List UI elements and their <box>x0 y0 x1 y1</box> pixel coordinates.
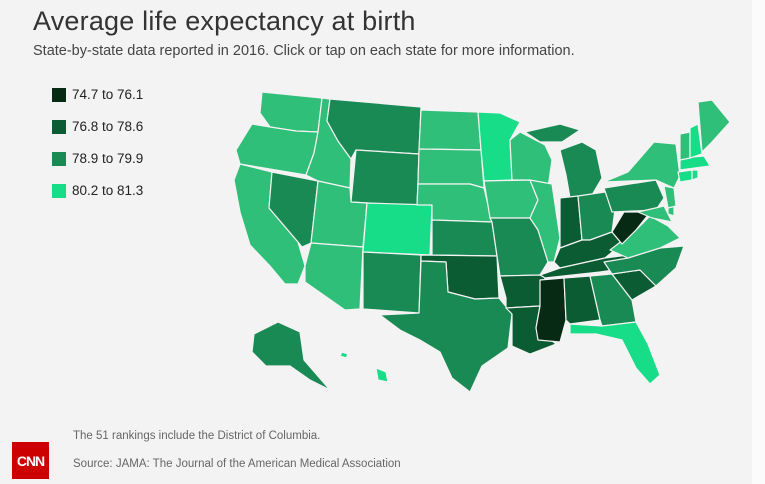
state-arkansas[interactable] <box>499 274 546 309</box>
state-wisconsin[interactable] <box>509 131 553 189</box>
state-new-jersey[interactable] <box>663 185 677 209</box>
state-florida[interactable] <box>569 321 661 385</box>
footnote: The 51 rankings include the District of … <box>73 430 321 442</box>
state-washington[interactable] <box>259 91 323 133</box>
legend: 74.7 to 76.1 76.8 to 78.6 78.9 to 79.9 8… <box>52 86 143 214</box>
state-connecticut[interactable] <box>677 169 693 183</box>
source-text: Source: JAMA: The Journal of the America… <box>73 458 401 470</box>
legend-swatch <box>52 151 66 166</box>
state-michigan-upper[interactable] <box>524 123 581 143</box>
state-vermont[interactable] <box>679 131 691 161</box>
state-texas[interactable] <box>379 260 513 393</box>
cnn-logo: CNN <box>12 442 49 479</box>
state-new-mexico[interactable] <box>362 251 422 314</box>
page-title: Average life expectancy at birth <box>33 6 416 36</box>
page-subtitle: State-by-state data reported in 2016. Cl… <box>33 43 575 59</box>
state-michigan[interactable] <box>559 141 603 199</box>
state-maine[interactable] <box>697 99 731 153</box>
right-frame <box>752 0 765 484</box>
legend-label: 74.7 to 76.1 <box>72 87 144 102</box>
legend-label: 76.8 to 78.6 <box>72 119 144 134</box>
state-alaska[interactable] <box>251 321 331 391</box>
state-arizona[interactable] <box>304 242 364 311</box>
state-alabama[interactable] <box>563 275 601 325</box>
legend-swatch <box>52 87 66 102</box>
state-rhode-island[interactable] <box>691 169 699 181</box>
state-pennsylvania[interactable] <box>603 179 665 213</box>
state-iowa[interactable] <box>483 179 539 219</box>
legend-item: 76.8 to 78.6 <box>52 118 143 135</box>
state-new-hampshire[interactable] <box>689 123 703 159</box>
state-mississippi[interactable] <box>535 277 567 343</box>
state-kansas[interactable] <box>431 219 498 257</box>
legend-item: 80.2 to 81.3 <box>52 182 143 199</box>
state-colorado[interactable] <box>362 202 433 256</box>
state-new-york[interactable] <box>603 141 681 189</box>
legend-label: 78.9 to 79.9 <box>72 151 144 166</box>
state-hawaii-island[interactable] <box>375 367 389 383</box>
state-wyoming[interactable] <box>350 149 420 207</box>
legend-item: 74.7 to 76.1 <box>52 86 143 103</box>
legend-swatch <box>52 119 66 134</box>
state-hawaii[interactable] <box>339 351 349 359</box>
state-north-dakota[interactable] <box>418 109 482 151</box>
legend-item: 78.9 to 79.9 <box>52 150 143 167</box>
legend-label: 80.2 to 81.3 <box>72 183 144 198</box>
legend-swatch <box>52 183 66 198</box>
state-massachusetts[interactable] <box>679 155 711 171</box>
state-illinois[interactable] <box>529 179 561 263</box>
state-south-dakota[interactable] <box>417 148 485 189</box>
state-maryland[interactable] <box>637 205 673 223</box>
